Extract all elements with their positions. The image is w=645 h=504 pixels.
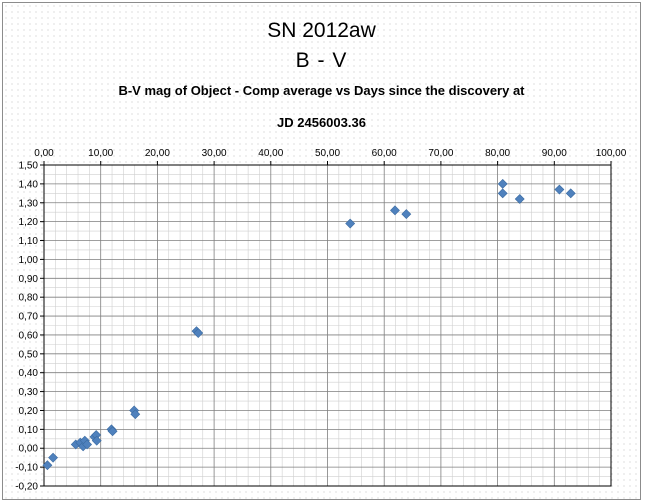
data-point (48, 452, 58, 463)
x-tick-label: 30,00 (202, 148, 227, 159)
data-point (91, 435, 102, 446)
y-tick-label: 0,50 (19, 349, 39, 360)
chart-title: SN 2012aw (267, 19, 376, 42)
data-point (514, 194, 525, 204)
x-tick-label: 90,00 (542, 148, 567, 159)
data-point (42, 460, 53, 471)
y-tick-label: -0,10 (15, 463, 38, 474)
y-tick-label: 0,60 (19, 330, 39, 341)
y-tick-label: 0,80 (19, 293, 39, 304)
x-tick-label: 40,00 (258, 148, 283, 159)
y-tick-label: 0,40 (19, 368, 39, 379)
y-tick-label: 0,30 (19, 387, 39, 398)
x-tick-label: 70,00 (428, 148, 453, 159)
plot-border (43, 164, 612, 487)
y-tick-label: 0,00 (19, 444, 39, 455)
data-point (82, 439, 93, 450)
x-tick-label: 50,00 (315, 148, 340, 159)
y-tick-label: 0,20 (19, 406, 39, 417)
y-tick-label: 0,70 (19, 312, 39, 323)
data-point (193, 328, 204, 338)
data-point (130, 409, 141, 420)
y-tick-label: 1,40 (19, 179, 39, 190)
y-tick-label: 0,90 (19, 274, 39, 285)
y-tick-label: 1,00 (19, 255, 39, 266)
x-tick-label: 10,00 (88, 148, 113, 159)
data-point (345, 218, 356, 229)
data-point (390, 205, 400, 216)
x-tick-label: 0,00 (34, 148, 54, 159)
y-tick-label: -0,20 (15, 482, 38, 493)
data-point (554, 184, 565, 195)
chart-description: B-V mag of Object - Comp average vs Days… (118, 83, 525, 98)
x-tick-label: 20,00 (145, 148, 170, 159)
y-tick-label: 0,10 (19, 425, 39, 436)
y-tick-label: 1,30 (19, 198, 39, 209)
data-point (497, 188, 508, 199)
y-tick-label: 1,50 (19, 161, 39, 172)
data-point (107, 426, 118, 437)
data-point (401, 209, 412, 220)
x-tick-label: 60,00 (372, 148, 397, 159)
chart-subtitle: B - V (295, 49, 348, 72)
y-tick-label: 1,20 (19, 217, 39, 228)
x-tick-label: 80,00 (485, 148, 510, 159)
y-tick-label: 1,10 (19, 236, 39, 247)
x-tick-label: 100,00 (596, 148, 627, 159)
chart-reference-jd: JD 2456003.36 (277, 115, 366, 130)
data-point (565, 188, 576, 199)
data-point (497, 178, 508, 189)
